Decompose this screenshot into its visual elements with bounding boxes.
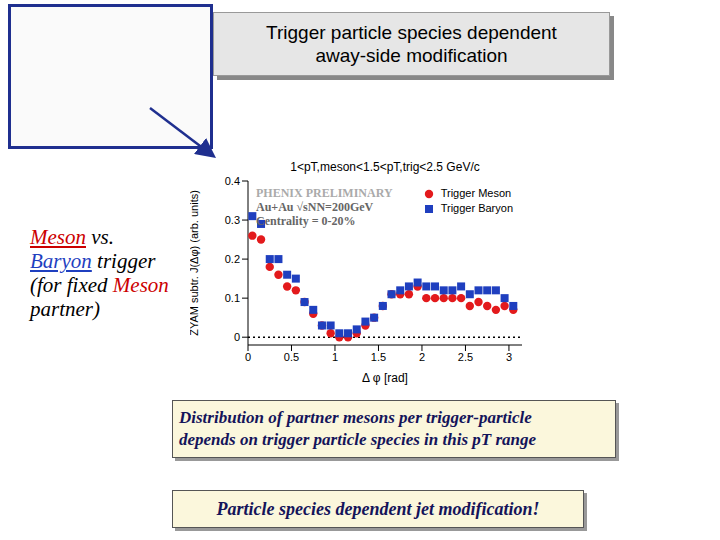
svg-text:0.1: 0.1 (225, 292, 240, 304)
svg-text:Δ φ [rad]: Δ φ [rad] (362, 371, 408, 385)
svg-text:ZYAM subtr. J(Δφ) (arb. units): ZYAM subtr. J(Δφ) (arb. units) (190, 190, 200, 336)
html-text:depends on trigger particle sp: depends on trigger particle species in t… (179, 430, 536, 449)
svg-text:2: 2 (419, 351, 425, 363)
html-text:Meson vs.: Meson vs. (30, 225, 114, 249)
svg-text:0: 0 (245, 351, 251, 363)
svg-text:0.2: 0.2 (225, 253, 240, 265)
svg-text:0: 0 (234, 331, 240, 343)
html-text:(for fixed Meson: (for fixed Meson (30, 273, 169, 297)
svg-text:3: 3 (506, 351, 512, 363)
html-text:partner): partner) (30, 297, 100, 321)
svg-text:1: 1 (332, 351, 338, 363)
html-text:Distribution of partner mesons: Distribution of partner mesons per trigg… (179, 408, 532, 427)
html-text:PHENIX PRELIMINARY: PHENIX PRELIMINARY (256, 186, 393, 200)
html-text:Baryon trigger: Baryon trigger (30, 249, 156, 273)
html-text:Centrality = 0-20%: Centrality = 0-20% (256, 214, 356, 228)
html-text:Trigger Meson: Trigger Meson (440, 187, 512, 199)
html-text:away-side modification: away-side modification (315, 45, 508, 66)
html-text:Particle species dependent jet: Particle species dependent jet modificat… (216, 498, 540, 519)
html-text:Au+Au √sNN=200GeV: Au+Au √sNN=200GeV (256, 200, 374, 214)
svg-text:0.3: 0.3 (225, 214, 240, 226)
html-text:Trigger Baryon: Trigger Baryon (440, 202, 513, 214)
svg-text:2.5: 2.5 (458, 351, 473, 363)
html-text:1<pT,meson<1.5<pT,trig<2.5 GeV: 1<pT,meson<1.5<pT,trig<2.5 GeV/c (290, 160, 480, 174)
svg-text:1.5: 1.5 (371, 351, 386, 363)
svg-text:0.5: 0.5 (284, 351, 299, 363)
svg-text:0.4: 0.4 (225, 175, 240, 187)
html-text:Trigger particle species depen: Trigger particle species dependent (266, 22, 557, 43)
